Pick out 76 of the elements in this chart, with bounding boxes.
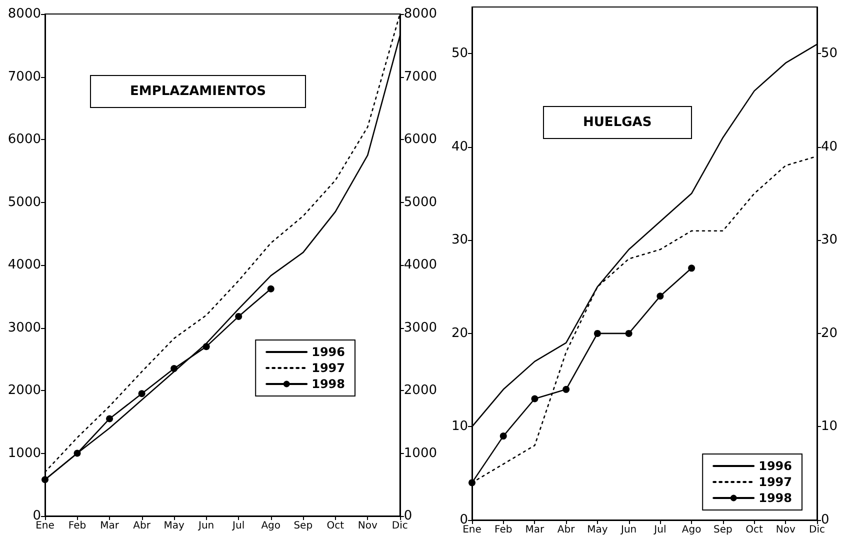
y2-tick-label: 40 bbox=[821, 139, 838, 154]
point bbox=[468, 479, 476, 486]
x-tick-label: Jun bbox=[620, 524, 637, 536]
text: HUELGAS bbox=[583, 115, 652, 130]
legend-label: 1996 bbox=[758, 459, 792, 473]
y-tick-label: 1000 bbox=[8, 446, 41, 461]
x-tick-label: Ago bbox=[682, 524, 702, 536]
point bbox=[106, 415, 114, 422]
y-tick-label: 5000 bbox=[8, 194, 41, 210]
point bbox=[42, 476, 48, 484]
x-tick-label: Jun bbox=[198, 520, 214, 532]
x-tick-label: Jul bbox=[232, 520, 245, 532]
y-tick-label: 3000 bbox=[8, 320, 41, 336]
y-tick-label: 40 bbox=[451, 139, 468, 154]
x-tick-label: Nov bbox=[776, 524, 796, 536]
y2-tick-label: 4000 bbox=[404, 258, 438, 272]
y2-tick-label: 20 bbox=[821, 326, 838, 341]
y2-tick-label: 1000 bbox=[404, 446, 438, 461]
x-tick-label: Oct bbox=[746, 524, 763, 536]
x-tick-label: Ago bbox=[261, 520, 281, 532]
y-tick-label: 10 bbox=[451, 419, 468, 434]
y2-tick-label: 6000 bbox=[404, 132, 438, 147]
y2-tick-label: 8000 bbox=[404, 6, 438, 22]
x-tick-label: May bbox=[587, 524, 608, 536]
x-tick-label: Ene bbox=[36, 520, 54, 532]
legend-label: 1996 bbox=[312, 345, 346, 359]
y2-tick-label: 30 bbox=[821, 232, 838, 248]
y2-tick-label: 0 bbox=[404, 508, 412, 524]
x-tick-label: Abr bbox=[133, 520, 152, 532]
x-tick-label: Feb bbox=[68, 520, 86, 532]
y-tick-label: 6000 bbox=[8, 132, 41, 147]
y-tick-label: 20 bbox=[451, 326, 468, 341]
y-tick-label: 8000 bbox=[8, 6, 41, 22]
y2-tick-label: 3000 bbox=[404, 320, 438, 336]
point bbox=[500, 432, 507, 440]
x-tick-label: Ene bbox=[462, 524, 482, 536]
legend-label: 1997 bbox=[312, 361, 346, 375]
x-tick-label: May bbox=[164, 520, 184, 532]
point bbox=[562, 386, 570, 393]
x-tick-label: Mar bbox=[100, 520, 120, 532]
y-tick-label: 2000 bbox=[8, 383, 41, 398]
x-tick-label: Feb bbox=[494, 524, 512, 536]
legend-label: 1997 bbox=[758, 475, 792, 489]
y-tick-label: 30 bbox=[451, 232, 468, 248]
text: EMPLAZAMIENTOS bbox=[130, 84, 266, 99]
y2-tick-label: 5000 bbox=[404, 194, 438, 210]
x-tick-label: Nov bbox=[358, 520, 378, 532]
y2-tick-label: 50 bbox=[821, 46, 838, 62]
y2-tick-label: 0 bbox=[821, 512, 830, 528]
point bbox=[688, 264, 696, 272]
legend-label: 1998 bbox=[758, 491, 792, 505]
x-tick-label: Abr bbox=[557, 524, 576, 536]
point bbox=[74, 450, 81, 457]
point bbox=[594, 330, 601, 337]
y2-tick-label: 2000 bbox=[404, 383, 438, 398]
point bbox=[625, 330, 632, 337]
point bbox=[170, 365, 178, 372]
point bbox=[202, 343, 210, 350]
x-tick-label: Dic bbox=[392, 520, 408, 532]
x-tick-label: Dic bbox=[809, 524, 825, 536]
y-tick-label: 50 bbox=[451, 46, 468, 62]
x-tick-label: Jul bbox=[653, 524, 666, 536]
x-tick-label: Oct bbox=[326, 520, 344, 532]
x-tick-label: Sep bbox=[294, 520, 313, 532]
point bbox=[267, 285, 274, 292]
y2-tick-label: 10 bbox=[821, 419, 838, 434]
y-tick-label: 4000 bbox=[8, 258, 41, 272]
legend-label: 1998 bbox=[312, 377, 346, 391]
point bbox=[235, 312, 242, 320]
x-tick-label: Mar bbox=[525, 524, 546, 536]
x-tick-label: Sep bbox=[713, 524, 732, 536]
point bbox=[656, 292, 664, 300]
point bbox=[138, 390, 146, 398]
point bbox=[531, 395, 538, 402]
y2-tick-label: 7000 bbox=[404, 69, 438, 84]
y-tick-label: 7000 bbox=[8, 69, 41, 84]
